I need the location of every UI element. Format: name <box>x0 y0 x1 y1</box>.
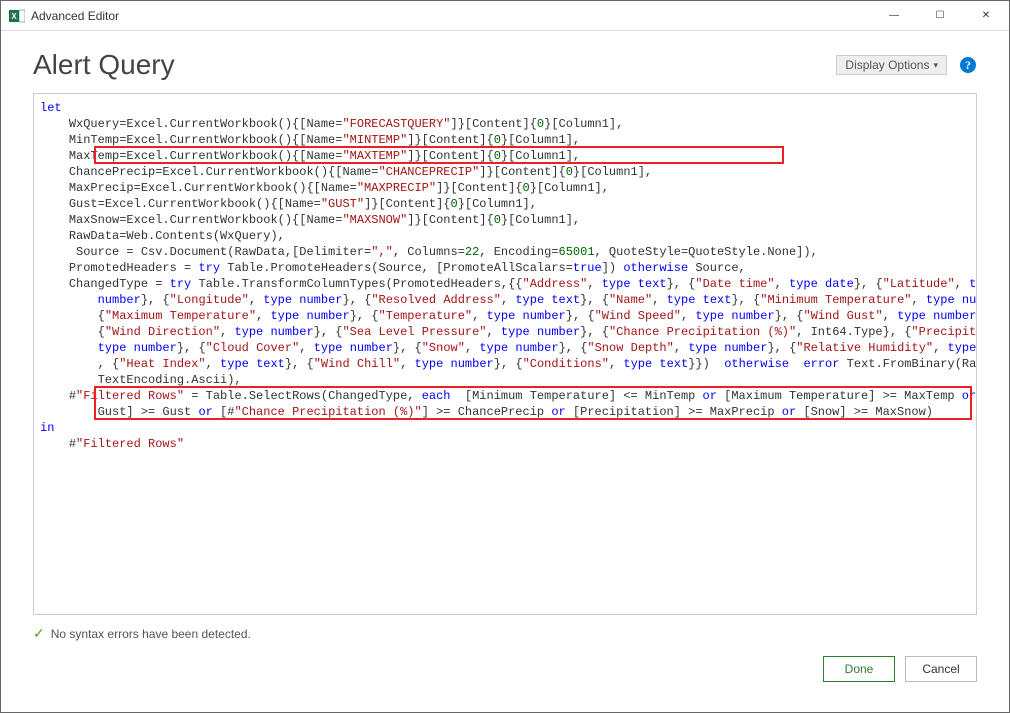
close-button[interactable]: ✕ <box>963 1 1009 31</box>
code-content: let WxQuery=Excel.CurrentWorkbook(){[Nam… <box>34 94 976 458</box>
svg-text:?: ? <box>965 58 971 72</box>
cancel-button[interactable]: Cancel <box>905 656 977 682</box>
done-button[interactable]: Done <box>823 656 895 682</box>
window-controls: — ☐ ✕ <box>871 1 1009 31</box>
display-options-label: Display Options <box>845 58 929 72</box>
excel-icon: X <box>9 8 25 24</box>
help-icon[interactable]: ? <box>959 56 977 74</box>
dialog-buttons: Done Cancel <box>1 642 1009 682</box>
chevron-down-icon: ▾ <box>933 60 938 71</box>
status-message: No syntax errors have been detected. <box>51 627 251 641</box>
page-title: Alert Query <box>33 49 836 81</box>
check-icon: ✓ <box>33 625 45 642</box>
minimize-button[interactable]: — <box>871 1 917 31</box>
svg-text:X: X <box>11 12 17 21</box>
window-title: Advanced Editor <box>31 9 119 23</box>
display-options-dropdown[interactable]: Display Options ▾ <box>836 55 947 75</box>
maximize-button[interactable]: ☐ <box>917 1 963 31</box>
status-bar: ✓ No syntax errors have been detected. <box>33 625 977 642</box>
header: Alert Query Display Options ▾ ? <box>1 31 1009 89</box>
code-editor[interactable]: let WxQuery=Excel.CurrentWorkbook(){[Nam… <box>33 93 977 615</box>
title-bar: X Advanced Editor — ☐ ✕ <box>1 1 1009 31</box>
